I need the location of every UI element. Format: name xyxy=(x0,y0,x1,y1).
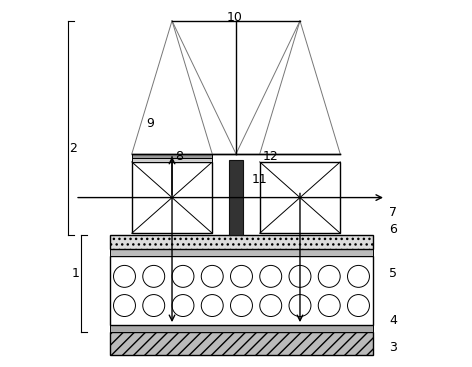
Circle shape xyxy=(230,295,253,316)
Circle shape xyxy=(143,265,165,287)
Text: 11: 11 xyxy=(252,173,268,186)
Text: 10: 10 xyxy=(226,11,242,23)
Text: 9: 9 xyxy=(146,117,154,130)
Circle shape xyxy=(318,265,340,287)
Bar xyxy=(110,235,373,249)
Bar xyxy=(229,160,243,235)
Circle shape xyxy=(114,295,135,316)
Circle shape xyxy=(289,265,311,287)
Circle shape xyxy=(347,265,370,287)
Text: 7: 7 xyxy=(389,206,397,219)
Bar xyxy=(260,162,340,233)
Text: 1: 1 xyxy=(71,266,79,280)
Text: 6: 6 xyxy=(389,223,397,236)
Circle shape xyxy=(347,295,370,316)
Bar xyxy=(110,255,373,325)
Circle shape xyxy=(172,265,194,287)
Circle shape xyxy=(289,295,311,316)
Circle shape xyxy=(143,295,165,316)
Bar xyxy=(132,157,212,162)
Circle shape xyxy=(172,295,194,316)
Circle shape xyxy=(260,265,282,287)
Circle shape xyxy=(201,295,223,316)
Circle shape xyxy=(201,265,223,287)
Circle shape xyxy=(230,265,253,287)
Bar xyxy=(110,331,373,355)
Text: 3: 3 xyxy=(389,341,397,354)
Text: 4: 4 xyxy=(389,314,397,327)
Bar xyxy=(132,154,212,157)
Circle shape xyxy=(260,295,282,316)
Text: 8: 8 xyxy=(175,150,183,163)
Text: 2: 2 xyxy=(69,142,77,155)
Text: 5: 5 xyxy=(389,266,397,280)
Bar xyxy=(110,325,373,331)
Bar xyxy=(110,249,373,255)
Circle shape xyxy=(114,265,135,287)
Bar xyxy=(132,162,212,233)
Text: 12: 12 xyxy=(263,150,278,163)
Circle shape xyxy=(318,295,340,316)
